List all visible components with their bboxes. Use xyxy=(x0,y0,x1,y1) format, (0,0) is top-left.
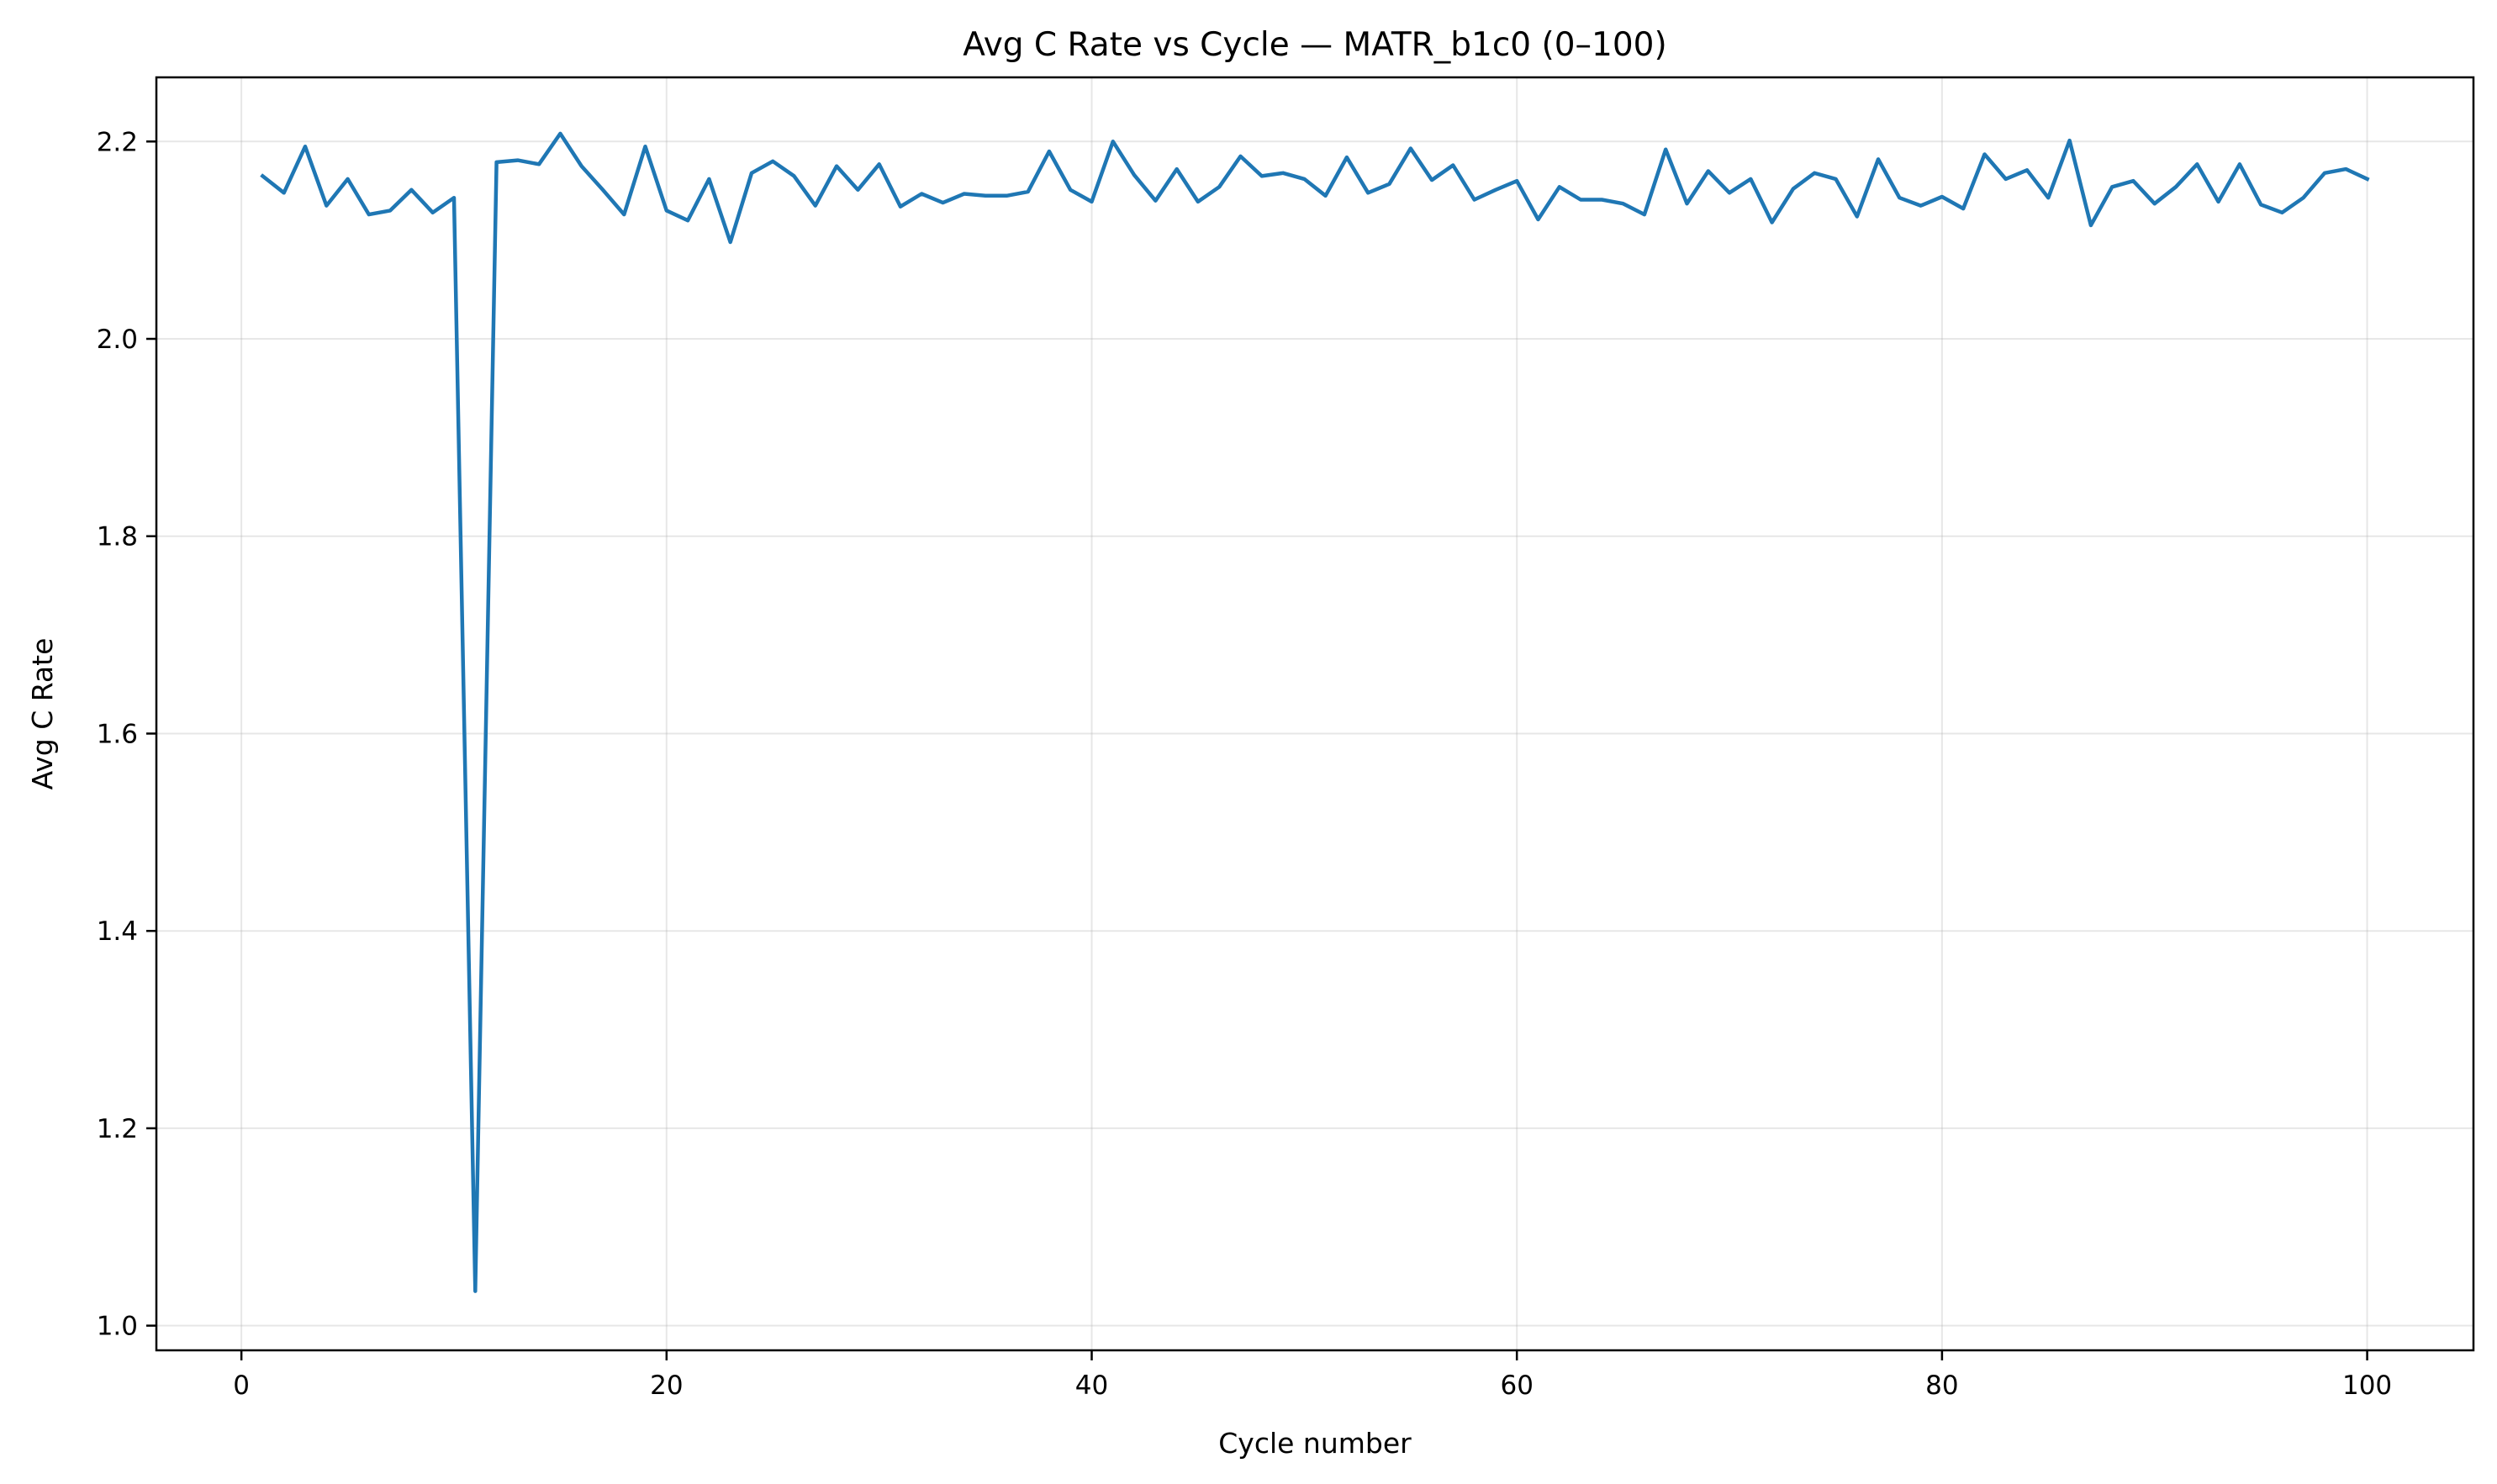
x-axis-ticks: 0 20 40 60 80 100 xyxy=(233,1350,2392,1401)
plot-frame xyxy=(155,76,2475,1352)
y-tick-label: 1.8 xyxy=(97,522,138,552)
y-tick-label: 1.2 xyxy=(97,1114,138,1144)
x-tick-label: 20 xyxy=(650,1370,683,1401)
x-tick-label: 80 xyxy=(1925,1370,1958,1401)
series-layer xyxy=(260,131,2370,1293)
y-tick-label: 1.4 xyxy=(97,916,138,947)
y-axis-ticks: 1.0 1.2 1.4 1.6 1.8 2.0 2.2 xyxy=(97,127,156,1342)
x-tick-label: 100 xyxy=(2342,1370,2392,1401)
grid-lines xyxy=(156,77,2473,1350)
series-line-0 xyxy=(260,131,2370,1293)
y-tick-label: 2.2 xyxy=(97,127,138,157)
y-tick-label: 2.0 xyxy=(97,325,138,355)
x-tick-label: 40 xyxy=(1075,1370,1108,1401)
x-tick-label: 0 xyxy=(233,1370,250,1401)
y-tick-label: 1.6 xyxy=(97,719,138,749)
x-tick-label: 60 xyxy=(1500,1370,1533,1401)
chart-title: Avg C Rate vs Cycle — MATR_b1c0 (0–100) xyxy=(963,26,1666,64)
x-axis-label: Cycle number xyxy=(1218,1427,1412,1460)
y-tick-label: 1.0 xyxy=(97,1312,138,1342)
y-axis-label: Avg C Rate xyxy=(26,638,59,790)
